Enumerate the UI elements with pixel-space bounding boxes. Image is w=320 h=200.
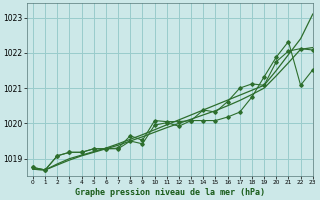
X-axis label: Graphe pression niveau de la mer (hPa): Graphe pression niveau de la mer (hPa) [75, 188, 265, 197]
